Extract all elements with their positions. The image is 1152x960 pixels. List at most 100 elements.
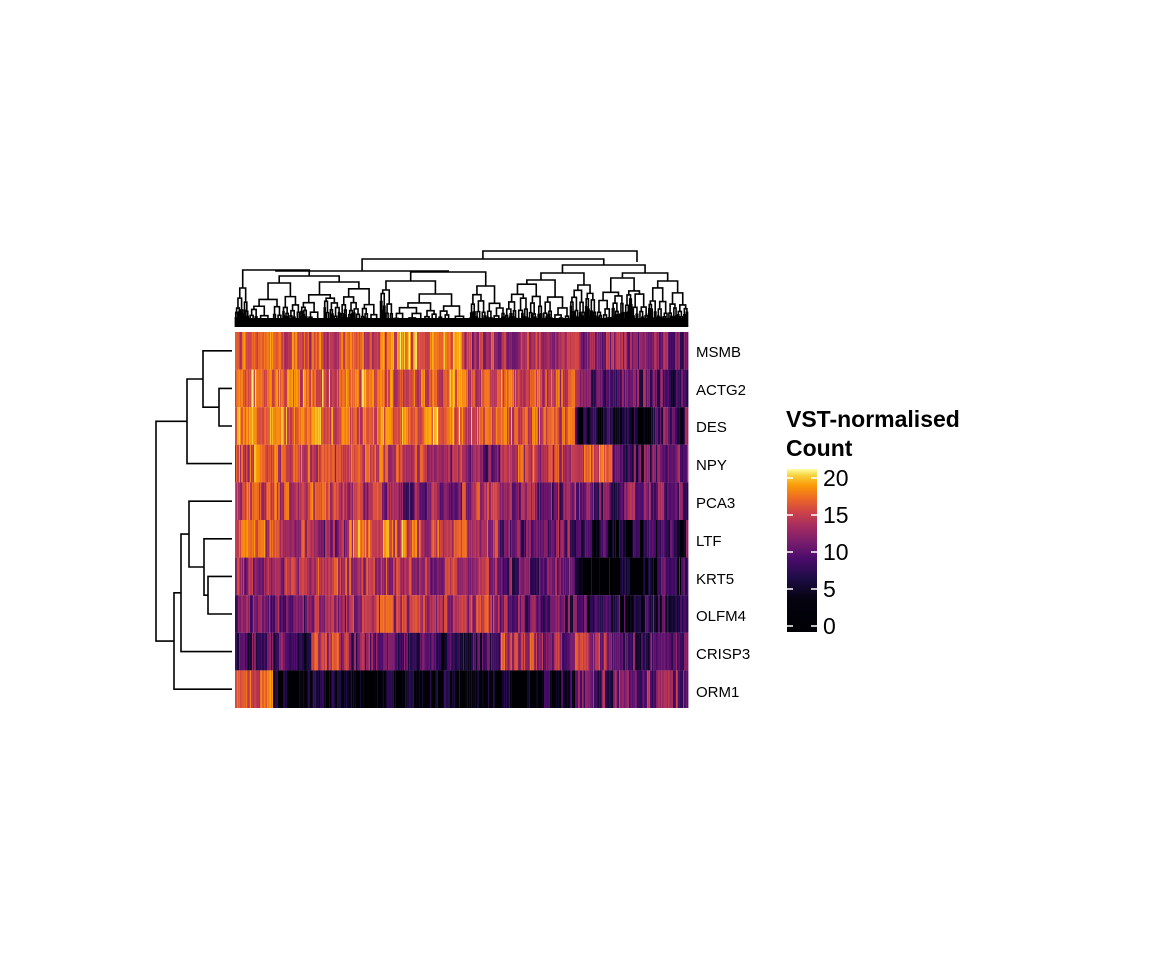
heatmap-cell — [334, 444, 336, 483]
heatmap-cell — [555, 407, 557, 445]
heatmap-cell — [551, 557, 553, 596]
heatmap-cell — [524, 595, 526, 633]
heatmap-cell — [663, 332, 665, 370]
heatmap-cell — [303, 407, 305, 445]
heatmap-cell — [571, 482, 573, 520]
heatmap-cell — [682, 407, 684, 445]
heatmap-cell — [582, 482, 584, 520]
heatmap-cell — [629, 595, 631, 633]
heatmap-cell — [376, 332, 378, 370]
heatmap-cell — [323, 444, 325, 483]
heatmap-cell — [580, 332, 582, 370]
heatmap-cell — [458, 482, 460, 520]
heatmap-cell — [442, 444, 444, 483]
heatmap-cell — [236, 595, 238, 633]
heatmap-cell — [428, 332, 430, 370]
heatmap-cell — [519, 595, 521, 633]
heatmap-cell — [460, 557, 462, 596]
heatmap-cell — [308, 482, 310, 520]
heatmap-cell — [470, 482, 472, 520]
heatmap-cell — [489, 482, 491, 520]
heatmap-cell — [593, 520, 595, 558]
heatmap-cell — [552, 595, 554, 633]
heatmap-cell — [674, 369, 676, 408]
heatmap-cell — [353, 670, 355, 708]
dendrogram-branch — [284, 295, 297, 308]
heatmap-cell — [256, 369, 258, 408]
heatmap-cell — [429, 595, 431, 633]
heatmap-cell — [250, 369, 252, 408]
heatmap-cell — [311, 632, 313, 671]
heatmap-cell — [290, 557, 292, 596]
heatmap-cell — [458, 332, 460, 370]
heatmap-cell — [361, 482, 363, 520]
heatmap-cell — [433, 595, 435, 633]
heatmap-cell — [311, 520, 313, 558]
heatmap-cell — [437, 595, 439, 633]
heatmap-cell — [286, 520, 288, 558]
heatmap-cell — [463, 332, 465, 370]
heatmap-cell — [603, 369, 605, 408]
heatmap-cell — [364, 520, 366, 558]
heatmap-cell — [250, 332, 252, 370]
heatmap-cell — [293, 520, 295, 558]
heatmap-cell — [497, 595, 499, 633]
heatmap-cell — [516, 482, 518, 520]
heatmap-cell — [470, 332, 472, 370]
heatmap-cell — [625, 444, 627, 483]
heatmap-cell — [626, 557, 628, 596]
heatmap-cell — [596, 520, 598, 558]
heatmap-cell — [422, 407, 424, 445]
heatmap-cell — [402, 407, 404, 445]
heatmap-cell — [647, 595, 649, 633]
heatmap-cell — [525, 520, 527, 558]
heatmap-cell — [296, 444, 298, 483]
heatmap-cell — [320, 520, 322, 558]
heatmap-cell — [663, 520, 665, 558]
heatmap-cell — [236, 632, 238, 671]
heatmap-cell — [235, 332, 237, 370]
heatmap-cell — [484, 444, 486, 483]
heatmap-cell — [372, 369, 374, 408]
heatmap-cell — [272, 520, 274, 558]
heatmap-cell — [567, 632, 569, 671]
heatmap-cell — [335, 482, 337, 520]
heatmap-cell — [521, 407, 523, 445]
dendrogram-branch — [531, 295, 541, 307]
heatmap-cell — [498, 332, 500, 370]
heatmap-cell — [406, 632, 408, 671]
heatmap-cell — [646, 595, 648, 633]
heatmap-cell — [393, 407, 395, 445]
heatmap-cell — [431, 557, 433, 596]
heatmap-cell — [497, 557, 499, 596]
heatmap-cell — [351, 557, 353, 596]
heatmap-cell — [553, 482, 555, 520]
heatmap-cell — [679, 444, 681, 483]
heatmap-cell — [472, 407, 474, 445]
heatmap-cell — [586, 670, 588, 708]
heatmap-cell — [576, 332, 578, 370]
heatmap-cell — [686, 407, 688, 445]
heatmap-cell — [538, 670, 540, 708]
heatmap-cell — [506, 520, 508, 558]
heatmap-cell — [515, 482, 517, 520]
heatmap-cell — [637, 332, 639, 370]
heatmap-cell — [626, 332, 628, 370]
heatmap-cell — [304, 632, 306, 671]
heatmap-cell — [390, 520, 392, 558]
heatmap-cell — [550, 407, 552, 445]
heatmap-cell — [375, 482, 377, 520]
heatmap-cell — [539, 595, 541, 633]
heatmap-cell — [255, 595, 257, 633]
heatmap-cell — [408, 595, 410, 633]
heatmap-cell — [276, 444, 278, 483]
heatmap-cell — [392, 595, 394, 633]
heatmap-cell — [643, 369, 645, 408]
heatmap-cell — [397, 632, 399, 671]
heatmap-cell — [612, 332, 614, 370]
heatmap-cell — [573, 482, 575, 520]
heatmap-cell — [592, 407, 594, 445]
heatmap-cell — [403, 407, 405, 445]
heatmap-cell — [288, 482, 290, 520]
heatmap-cell — [332, 595, 334, 633]
